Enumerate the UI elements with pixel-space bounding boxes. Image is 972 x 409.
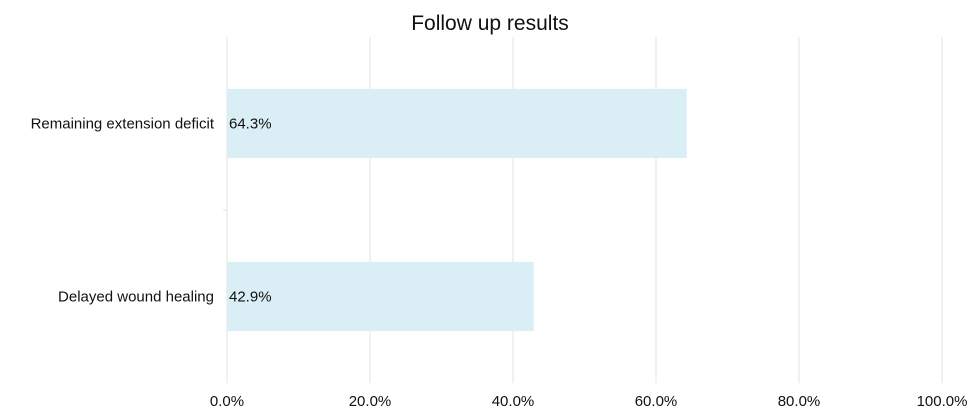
x-tick-label: 40.0% [492, 393, 535, 409]
x-tick-label: 100.0% [917, 393, 968, 409]
category-label: Remaining extension deficit [31, 116, 215, 133]
bar [227, 261, 534, 332]
x-tick-label: 0.0% [210, 393, 244, 409]
bar-layer [227, 88, 687, 332]
chart-title: Follow up results [411, 12, 569, 35]
bar-data-label: 64.3% [229, 116, 272, 133]
x-tick-label: 20.0% [349, 393, 392, 409]
bar [227, 88, 687, 159]
category-label: Delayed wound healing [58, 289, 214, 306]
x-tick-label: 80.0% [778, 393, 821, 409]
bar-data-label: 42.9% [229, 289, 272, 306]
x-tick-label: 60.0% [635, 393, 678, 409]
label-layer: 0.0% 20.0% 40.0% 60.0% 80.0% 100.0% Remaining … [31, 116, 968, 409]
